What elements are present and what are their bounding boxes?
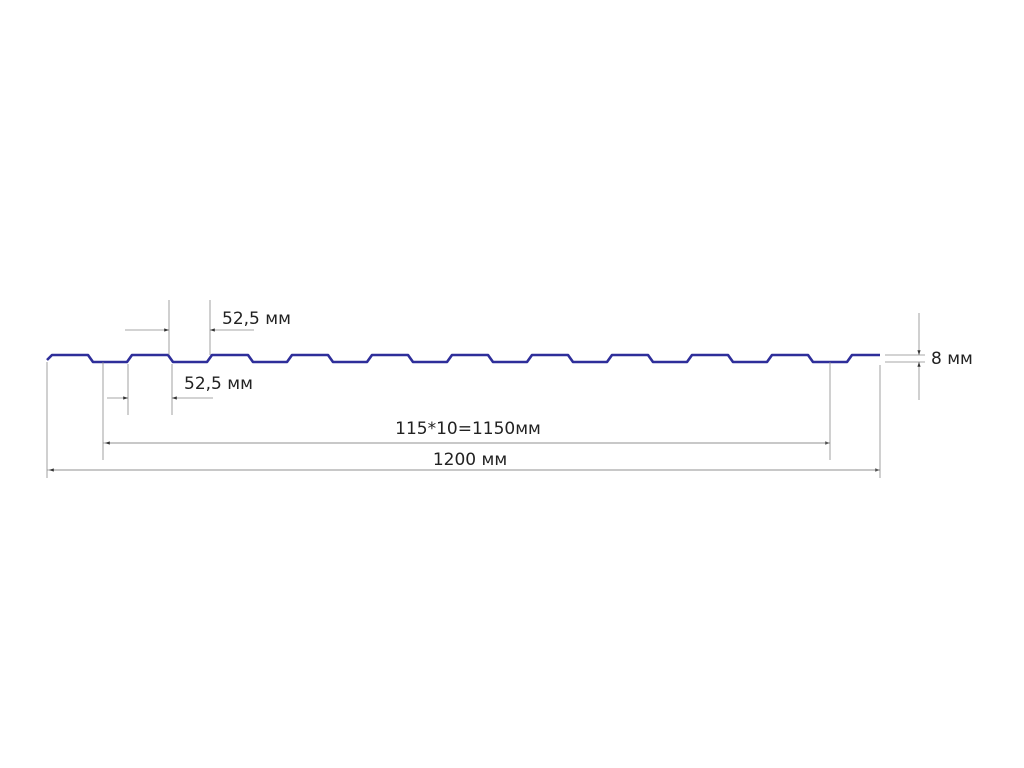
pitch-bottom-label: 52,5 мм <box>184 374 253 394</box>
height-label: 8 мм <box>931 349 973 369</box>
working-width-label: 115*10=1150мм <box>395 419 541 439</box>
pitch-top-label: 52,5 мм <box>222 309 291 329</box>
sheet-profile <box>46 353 880 364</box>
dimension-lines <box>46 300 925 478</box>
total-width-label: 1200 мм <box>433 450 507 470</box>
